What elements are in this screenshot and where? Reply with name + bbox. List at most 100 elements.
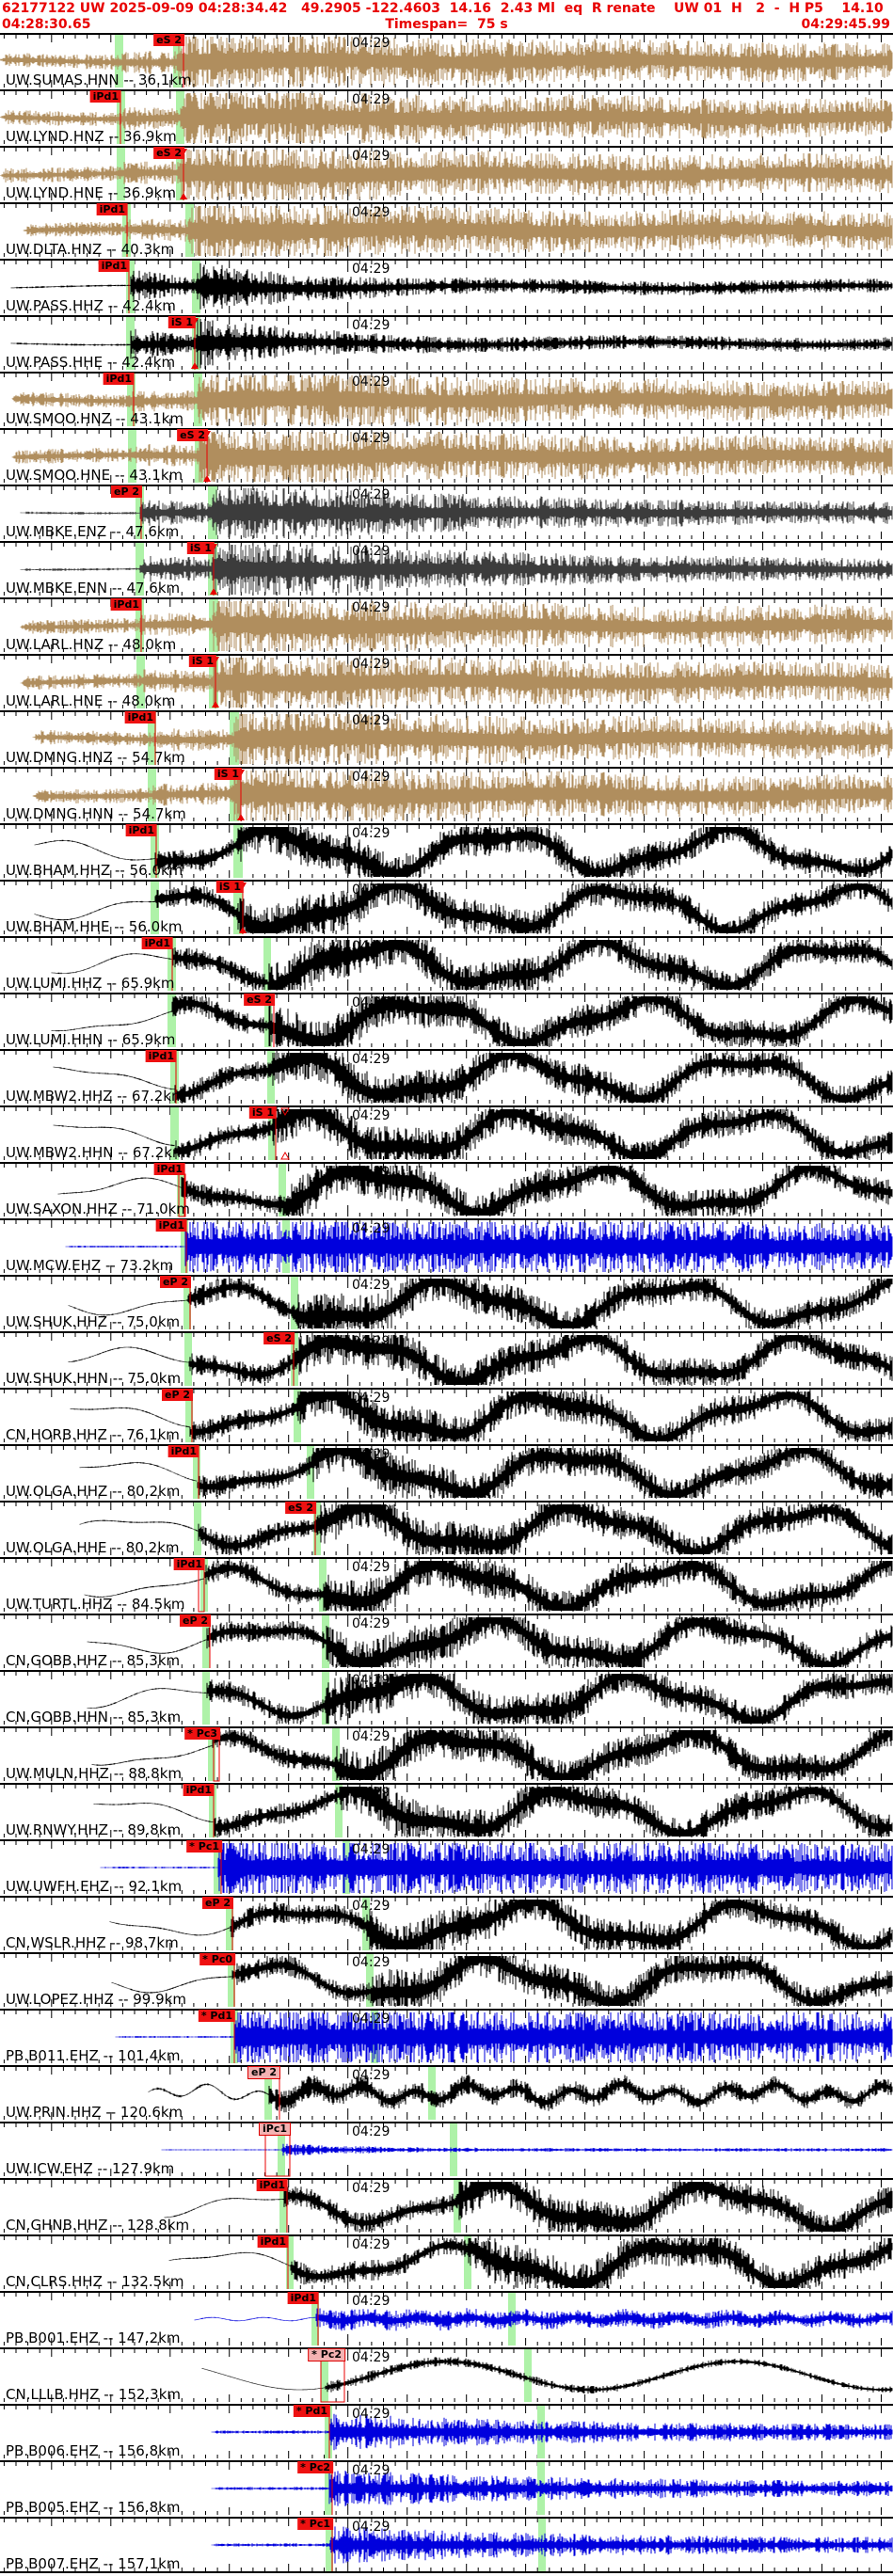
pick-flag[interactable]: eP 2 bbox=[179, 1614, 211, 1627]
trace-row[interactable]: 04:29 CN.HORB.HHZ -- 76.1km eP 2 bbox=[0, 1388, 893, 1444]
trace-row[interactable]: 04:29 UW.SUMAS.HNN -- 36.1km eS 2 bbox=[0, 33, 893, 89]
trace-row[interactable]: 04:29 UW.MBKE.ENN -- 47.6km iS 1 bbox=[0, 541, 893, 597]
pick-flag[interactable]: * Pc0 bbox=[199, 1953, 235, 1965]
arrival-window-band bbox=[183, 1277, 191, 1329]
trace-row[interactable]: 04:29 UW.TURTL.HHZ -- 84.5km iPd1 bbox=[0, 1557, 893, 1614]
trace-row[interactable]: 04:29 UW.MBW2.HHZ -- 67.2km iPd1 bbox=[0, 1049, 893, 1105]
waveform bbox=[0, 541, 893, 596]
pick-flag[interactable]: * Pc1 bbox=[297, 2518, 333, 2530]
trace-row[interactable]: 04:29 UW.UWFH.EHZ -- 92.1km * Pc1 bbox=[0, 1839, 893, 1896]
pick-flag[interactable]: iPd1 bbox=[141, 937, 173, 949]
pick-flag[interactable]: * Pc1 bbox=[186, 1840, 222, 1852]
pick-flag[interactable]: eS 2 bbox=[153, 34, 184, 46]
trace-row[interactable]: 04:29 CN.LLLB.HHZ -- 152.3km * Pc2 bbox=[0, 2347, 893, 2404]
time-tick-label: 04:29 bbox=[352, 544, 391, 559]
trace-row[interactable]: 04:29 UW.ICW.EHZ -- 127.9km iPc1 bbox=[0, 2122, 893, 2178]
trace-row[interactable]: 04:29 UW.BHAM.HHZ -- 56.0km iPd1 bbox=[0, 823, 893, 880]
pick-flag[interactable]: eP 2 bbox=[161, 1389, 193, 1401]
pick-flag[interactable]: iPd1 bbox=[103, 373, 135, 385]
trace-row[interactable]: 04:29 UW.MULN.HHZ -- 88.8km * Pc3 bbox=[0, 1726, 893, 1783]
arrival-window-band bbox=[208, 1728, 215, 1781]
arrival-window-band bbox=[193, 1446, 200, 1499]
pick-flag[interactable]: * Pc2 bbox=[297, 2461, 333, 2473]
trace-row[interactable]: 04:29 UW.MBKE.ENZ -- 47.6km eP 2 bbox=[0, 485, 893, 541]
pick-flag[interactable]: iPd1 bbox=[256, 2179, 288, 2191]
time-tick-label: 04:29 bbox=[352, 2012, 391, 2027]
trace-row[interactable]: 04:29 UW.SHUK.HHZ -- 75.0km eP 2 bbox=[0, 1275, 893, 1331]
trace-row[interactable]: 04:29 CN.GOBB.HHN -- 85.3km bbox=[0, 1670, 893, 1726]
pick-flag[interactable]: iPd1 bbox=[124, 711, 156, 724]
trace-row[interactable]: 04:29 UW.LUMI.HHZ -- 65.9km iPd1 bbox=[0, 936, 893, 993]
time-tick-label: 04:29 bbox=[352, 1899, 391, 1914]
trace-row[interactable]: 04:29 UW.DMNG.HNZ -- 54.7km iPd1 bbox=[0, 710, 893, 767]
trace-row[interactable]: 04:29 UW.SMOO.HNZ -- 43.1km iPd1 bbox=[0, 372, 893, 428]
arrival-window-band bbox=[228, 1954, 235, 2007]
trace-row[interactable]: 04:29 CN.CLRS.HHZ -- 132.5km iPd1 bbox=[0, 2234, 893, 2291]
trace-row[interactable]: 04:29 CN.WSLR.HHZ -- 98.7km eP 2 bbox=[0, 1896, 893, 1952]
trace-row[interactable]: 04:29 PB.B001.EHZ -- 147.2km iPd1 bbox=[0, 2291, 893, 2347]
trace-row[interactable]: 04:29 UW.LARL.HNE -- 48.0km iS 1 bbox=[0, 654, 893, 710]
trace-row[interactable]: 04:29 UW.DLTA.HNZ -- 40.3km iPd1 bbox=[0, 202, 893, 259]
waveform bbox=[0, 1670, 893, 1725]
pick-flag[interactable]: iPd1 bbox=[257, 2235, 289, 2248]
trace-row[interactable]: 04:29 UW.BHAM.HHE -- 56.0km iS 1 bbox=[0, 880, 893, 936]
pick-flag[interactable]: iPc1 bbox=[258, 2123, 291, 2136]
pick-flag[interactable]: iPd1 bbox=[167, 1445, 199, 1457]
pick-flag[interactable]: iPd1 bbox=[145, 1050, 177, 1062]
trace-row[interactable]: 04:29 UW.OLGA.HHE -- 80.2km eS 2 bbox=[0, 1501, 893, 1557]
trace-row[interactable]: 04:29 UW.LOPEZ.HHZ -- 99.9km * Pc0 bbox=[0, 1952, 893, 2009]
waveform bbox=[0, 1331, 893, 1386]
pick-flag[interactable]: eS 2 bbox=[263, 1332, 295, 1344]
trace-row[interactable]: 04:29 UW.PASS.HHE -- 42.4km iS 1 bbox=[0, 315, 893, 372]
trace-row[interactable]: 04:29 PB.B011.EHZ -- 101.4km * Pd1 bbox=[0, 2009, 893, 2065]
pick-flag[interactable]: iS 1 bbox=[167, 316, 196, 328]
trace-row[interactable]: 04:29 UW.PRIN.HHZ -- 120.6km eP 2 bbox=[0, 2065, 893, 2122]
trace-row[interactable]: 04:29 UW.SMOO.HNE -- 43.1km eS 2 bbox=[0, 428, 893, 485]
pick-flag[interactable]: iPd1 bbox=[153, 1163, 185, 1175]
trace-row[interactable]: 04:29 UW.LUMI.HHN -- 65.9km eS 2 bbox=[0, 993, 893, 1049]
trace-row[interactable]: 04:29 CN.GHNB.HHZ -- 128.8km iPd1 bbox=[0, 2178, 893, 2234]
trace-row[interactable]: 04:29 UW.SHUK.HHN -- 75.0km eS 2 bbox=[0, 1331, 893, 1388]
pick-flag[interactable]: eS 2 bbox=[177, 429, 208, 441]
pick-flag[interactable]: iS 1 bbox=[188, 655, 216, 667]
pick-flag[interactable]: eP 2 bbox=[159, 1276, 191, 1288]
pick-flag[interactable]: iPd1 bbox=[89, 90, 121, 103]
trace-row[interactable]: 04:29 UW.DMNG.HNN -- 54.7km iS 1 bbox=[0, 767, 893, 823]
pick-flag[interactable]: iPd1 bbox=[110, 598, 142, 611]
trace-row[interactable]: 04:29 UW.OLGA.HHZ -- 80.2km iPd1 bbox=[0, 1444, 893, 1501]
pick-flag[interactable]: iS 1 bbox=[186, 542, 215, 554]
arrival-window-band bbox=[209, 1785, 216, 1837]
trace-row[interactable]: 04:29 UW.PASS.HHZ -- 42.4km iPd1 bbox=[0, 259, 893, 315]
trace-row[interactable]: 04:29 UW.LYND.HNE -- 36.9km eS 2 bbox=[0, 146, 893, 202]
pick-flag[interactable]: iPd1 bbox=[173, 1558, 205, 1570]
pick-flag[interactable]: iS 1 bbox=[248, 1106, 277, 1119]
pick-flag[interactable]: iPd1 bbox=[125, 824, 157, 836]
pick-flag[interactable]: eS 2 bbox=[244, 994, 275, 1006]
pick-flag[interactable]: eS 2 bbox=[285, 1502, 316, 1514]
pick-flag[interactable]: iS 1 bbox=[214, 768, 242, 780]
pick-flag[interactable]: iPd1 bbox=[155, 1219, 187, 1232]
trace-row[interactable]: 04:29 UW.RNWY.HHZ -- 89.8km iPd1 bbox=[0, 1783, 893, 1839]
pick-flag[interactable]: iPd1 bbox=[96, 203, 128, 215]
trace-row[interactable]: 04:29 UW.LARL.HNZ -- 48.0km iPd1 bbox=[0, 597, 893, 654]
pick-flag[interactable]: iPd1 bbox=[98, 260, 130, 272]
trace-row[interactable]: 04:29 PB.B006.EHZ -- 156.8km * Pd1 bbox=[0, 2404, 893, 2460]
trace-row[interactable]: 04:29 UW.LYND.HNZ -- 36.9km iPd1 bbox=[0, 89, 893, 146]
trace-row[interactable]: 04:29 CN.GOBB.HHZ -- 85.3km eP 2 bbox=[0, 1614, 893, 1670]
trace-row[interactable]: 04:29 PB.B005.EHZ -- 156.8km * Pc2 bbox=[0, 2460, 893, 2517]
trace-row[interactable]: 04:29 PB.B007.EHZ -- 157.1km * Pc1 bbox=[0, 2517, 893, 2573]
trace-row[interactable]: 04:29 UW.SAXON.HHZ -- 71.0km iPd1 bbox=[0, 1162, 893, 1218]
pick-flag[interactable]: eP 2 bbox=[110, 485, 142, 498]
pick-flag[interactable]: * Pd1 bbox=[198, 2010, 235, 2022]
pick-flag[interactable]: eP 2 bbox=[247, 2066, 280, 2079]
trace-row[interactable]: 04:29 UW.MBW2.HHN -- 67.2km iS 1 bbox=[0, 1105, 893, 1162]
pick-flag[interactable]: iPd1 bbox=[183, 1784, 215, 1796]
pick-flag[interactable]: eP 2 bbox=[201, 1897, 233, 1909]
pick-flag[interactable]: eS 2 bbox=[153, 147, 184, 159]
pick-flag[interactable]: iPd1 bbox=[287, 2292, 319, 2304]
pick-flag[interactable]: * Pc3 bbox=[184, 1727, 220, 1740]
trace-row[interactable]: 04:29 UW.MCW.EHZ -- 73.2km iPd1 bbox=[0, 1218, 893, 1275]
pick-flag[interactable]: * Pd1 bbox=[293, 2405, 330, 2417]
pick-flag[interactable]: iS 1 bbox=[215, 881, 244, 893]
pick-flag[interactable]: * Pc2 bbox=[308, 2348, 345, 2361]
